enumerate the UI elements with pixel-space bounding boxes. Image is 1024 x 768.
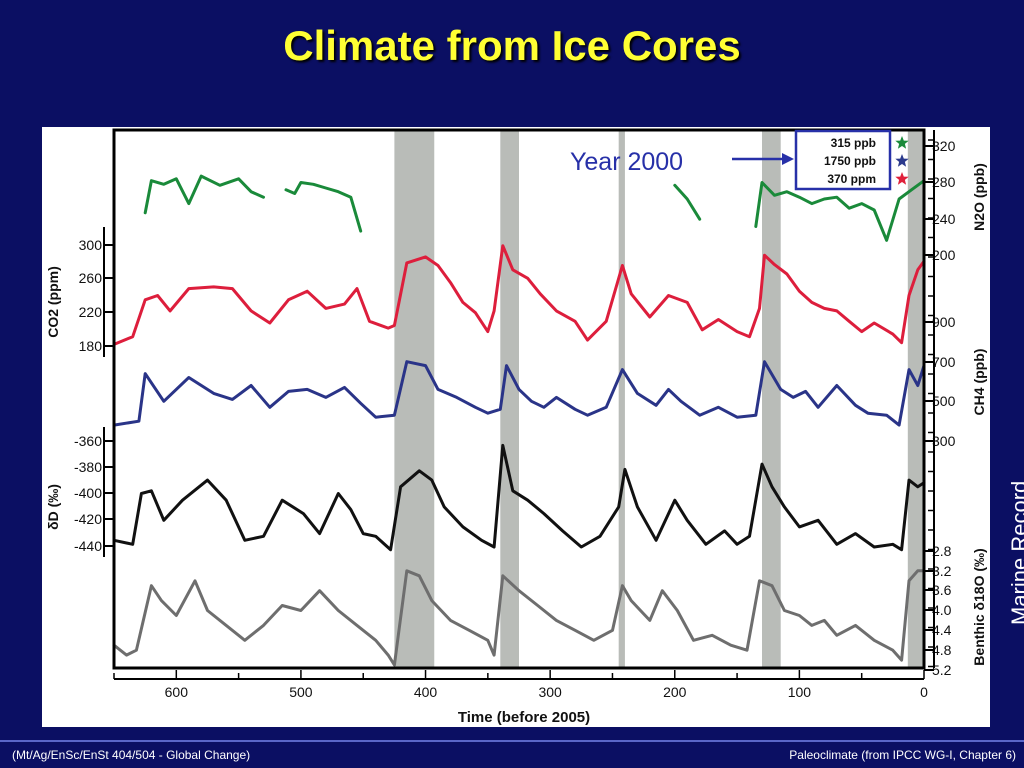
- d18o-series-line: [112, 569, 926, 667]
- interglacial-band-2: [618, 130, 625, 668]
- interglacial-bands: [394, 130, 924, 668]
- d18o-tick-label-4: 4.4: [932, 622, 952, 638]
- footer-divider: [0, 740, 1024, 742]
- x-axis-label: Time (before 2005): [458, 709, 590, 726]
- x-tick-label-6: 0: [920, 684, 928, 700]
- n2o-series-line-0: [143, 174, 265, 215]
- year-2000-box: [794, 129, 892, 191]
- year-2000-label: Year 2000: [570, 148, 683, 176]
- ch4-tick-label-1: 700: [932, 354, 956, 370]
- interglacial-band-4: [907, 130, 924, 668]
- co2-tick-label-2: 220: [79, 304, 103, 320]
- footer-course: (Mt/Ag/EnSc/EnSt 404/504 - Global Change…: [12, 748, 251, 762]
- ch4-tick-label-0: 900: [932, 314, 956, 330]
- dd-tick-label-3: -420: [74, 511, 102, 527]
- ch4-2000-value: 1750 ppb: [824, 154, 876, 168]
- plot-frame: [112, 128, 926, 670]
- d18o-tick-label-6: 5.2: [932, 662, 952, 678]
- x-tick-label-5: 100: [788, 684, 812, 700]
- ice-core-chart: 300 260 220 180 -360 -380 -400 -420 -440 320 280 2…: [45, 128, 987, 726]
- year-2000-stars: [895, 136, 909, 185]
- dd-tick-label-0: -360: [74, 433, 102, 449]
- slide-title: Climate from Ice Cores: [283, 22, 741, 69]
- ch4-tick-label-2: 500: [932, 393, 956, 409]
- d18o-tick-label-0: 2.8: [932, 543, 952, 559]
- ch4-tick-label-3: 300: [932, 433, 956, 449]
- d18o-tick-label-5: 4.8: [932, 642, 952, 658]
- n2o-tick-label-3: 200: [932, 247, 956, 263]
- dd-series-line: [112, 443, 926, 552]
- x-tick-label-2: 400: [414, 684, 438, 700]
- dd-tick-label-2: -400: [74, 485, 102, 501]
- n2o-series-line-3: [754, 179, 926, 242]
- chart-panel: 300 260 220 180 -360 -380 -400 -420 -440 320 280 2…: [42, 127, 990, 727]
- co2-axis-label: CO2 (ppm): [45, 266, 61, 338]
- d18o-tick-label-1: 3.2: [932, 563, 952, 579]
- co2-series-line: [112, 244, 926, 346]
- n2o-series-line-2: [673, 183, 702, 221]
- interglacial-band-1: [500, 130, 519, 668]
- star-icon-2: [895, 172, 909, 185]
- n2o-series-line-1: [284, 181, 363, 233]
- co2-tick-label-3: 180: [79, 338, 103, 354]
- x-tick-label-1: 500: [289, 684, 313, 700]
- n2o-axis-label: N2O (ppb): [971, 163, 987, 231]
- ch4-series-line: [112, 360, 926, 427]
- x-tick-label-3: 300: [538, 684, 562, 700]
- n2o-2000-value: 315 ppb: [831, 136, 876, 150]
- arrow-head-icon: [782, 153, 794, 165]
- dd-tick-label-1: -380: [74, 459, 102, 475]
- d18o-tick-label-3: 4.0: [932, 602, 952, 618]
- co2-tick-label-1: 260: [79, 270, 103, 286]
- star-icon-1: [895, 154, 909, 167]
- n2o-tick-label-2: 240: [932, 211, 956, 227]
- d18o-tick-label-2: 3.6: [932, 582, 952, 598]
- dd-axis-label: δD (‰): [45, 484, 61, 530]
- star-icon-0: [895, 136, 909, 149]
- right-axis: 320 280 240 200 900 700 500 300 2.8 3.2 3.6 4.0 4.4 4…: [924, 130, 956, 678]
- interglacial-band-0: [394, 130, 435, 668]
- x-tick-label-4: 200: [663, 684, 687, 700]
- ch4-axis-label: CH4 (ppb): [971, 349, 987, 416]
- footer-source: Paleoclimate (from IPCC WG-I, Chapter 6): [789, 748, 1016, 762]
- series-layer: [112, 174, 926, 667]
- co2-2000-value: 370 ppm: [827, 172, 876, 186]
- d18o-axis-label: Benthic δ18O (‰): [971, 548, 987, 665]
- n2o-tick-label-1: 280: [932, 174, 956, 190]
- x-axis: 600 500 400 300 200 100 0: [113, 670, 928, 700]
- marine-record-label: Marine Record: [1007, 480, 1024, 625]
- n2o-tick-label-0: 320: [932, 138, 956, 154]
- dd-tick-label-4: -440: [74, 538, 102, 554]
- co2-tick-label-0: 300: [79, 237, 103, 253]
- left-axis: 300 260 220 180 -360 -380 -400 -420 -440: [74, 227, 114, 557]
- x-tick-label-0: 600: [165, 684, 189, 700]
